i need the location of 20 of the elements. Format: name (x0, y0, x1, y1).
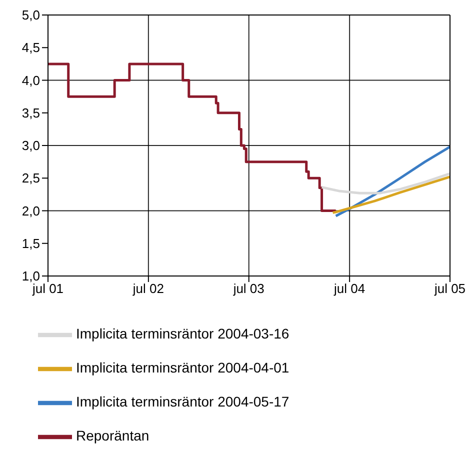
y-tick-label: 1,0 (22, 268, 40, 284)
line-series (332, 176, 450, 214)
x-tick-label: jul 03 (232, 281, 264, 296)
y-tick-label: 3,0 (22, 138, 40, 154)
y-tick-label: 5,0 (22, 8, 40, 23)
y-tick-label: 4,5 (22, 40, 40, 56)
y-tick-label: 3,5 (22, 105, 40, 120)
y-tick-label: 1,5 (22, 236, 40, 251)
x-tick-label: jul 02 (132, 281, 164, 296)
x-tick-label: jul 05 (433, 281, 466, 296)
y-tick-label: 2,5 (22, 170, 40, 186)
legend-label: Reporäntan (76, 428, 150, 444)
y-tick-label: 2,0 (22, 203, 40, 218)
legend-label: Implicita terminsräntor 2004-04-01 (76, 360, 290, 376)
legend-label: Implicita terminsräntor 2004-05-17 (76, 394, 290, 410)
y-tick-label: 4,0 (22, 72, 40, 88)
legend-label: Implicita terminsräntor 2004-03-16 (76, 326, 290, 342)
x-tick-label: jul 01 (31, 281, 64, 296)
x-tick-label: jul 04 (333, 281, 366, 296)
line-series (320, 172, 450, 194)
